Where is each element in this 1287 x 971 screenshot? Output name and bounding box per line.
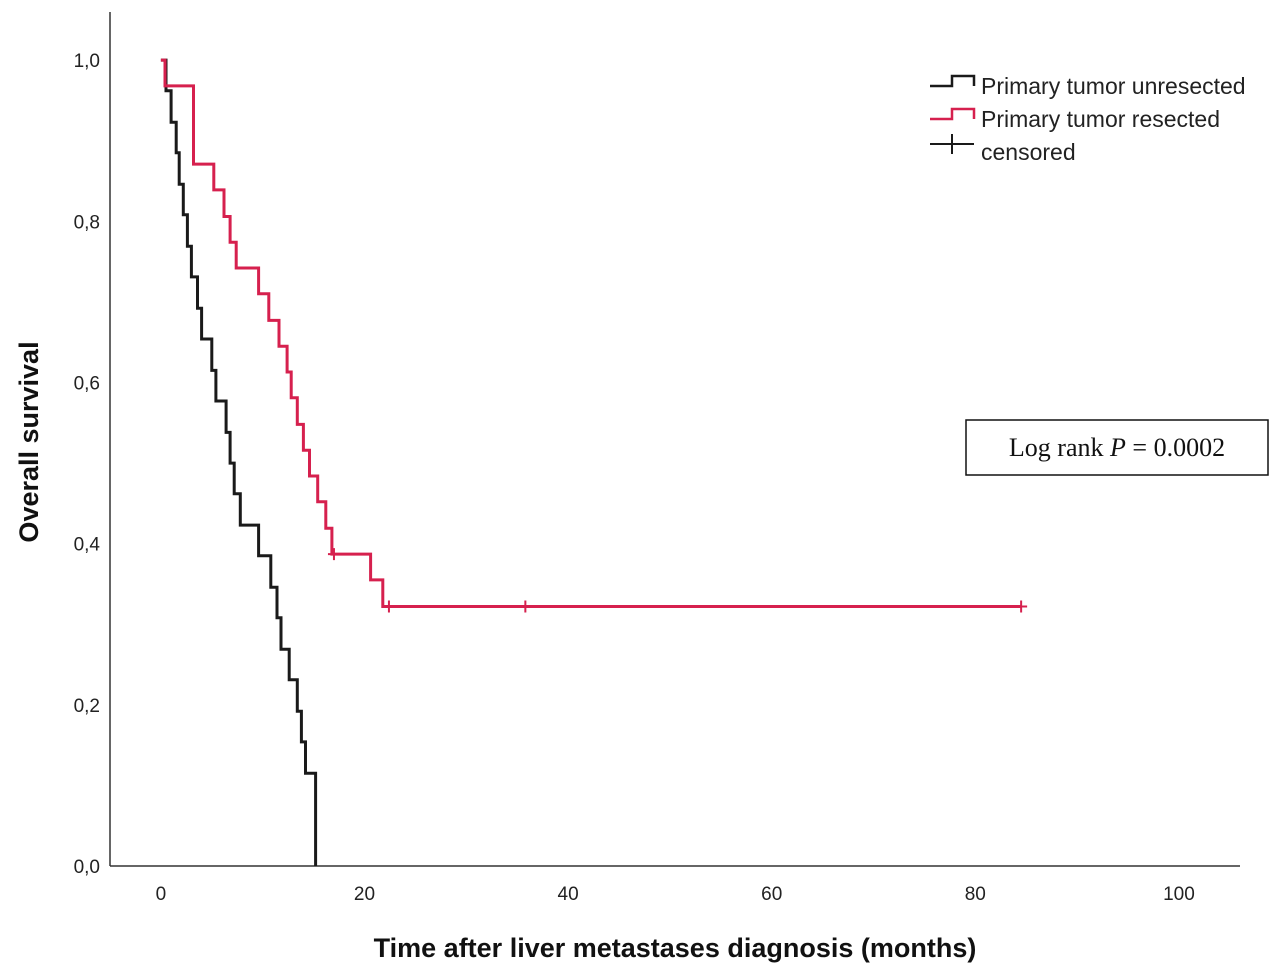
x-tick-label: 60 bbox=[761, 884, 782, 905]
series-2 bbox=[160, 58, 1028, 613]
x-tick-label: 20 bbox=[354, 884, 375, 905]
y-tick-label: 1,0 bbox=[74, 51, 100, 72]
legend-step-symbol bbox=[930, 74, 976, 88]
y-axis-title: Overall survival bbox=[14, 341, 44, 542]
legend-label: Primary tumor unresected bbox=[981, 73, 1246, 99]
x-tick-label: 80 bbox=[965, 884, 986, 905]
legend-item: Primary tumor unresected bbox=[930, 73, 1246, 99]
censor-mark bbox=[382, 600, 395, 613]
series-layer bbox=[160, 58, 1028, 866]
x-tick-label: 40 bbox=[558, 884, 579, 905]
censor-mark bbox=[1015, 600, 1028, 613]
legend-step-symbol bbox=[930, 107, 976, 121]
survival-curve bbox=[160, 58, 1022, 608]
y-ticks: 0,0 0,2 0,4 0,6 0,8 1,0 bbox=[74, 51, 101, 878]
legend-censor-symbol bbox=[930, 134, 974, 154]
x-tick-label: 0 bbox=[156, 884, 167, 905]
y-tick-label: 0,8 bbox=[74, 212, 100, 233]
legend-label: Primary tumor resected bbox=[981, 106, 1220, 132]
y-tick-label: 0,4 bbox=[74, 535, 101, 556]
y-tick-label: 0,0 bbox=[74, 857, 100, 878]
x-tick-label: 100 bbox=[1163, 884, 1195, 905]
x-axis-title: Time after liver metastases diagnosis (m… bbox=[374, 933, 977, 963]
annotation-suffix: = 0.0002 bbox=[1126, 433, 1225, 462]
annotation-box bbox=[965, 419, 1269, 476]
axes bbox=[109, 12, 1240, 867]
annotation-text: Log rank P = 0.0002 bbox=[1009, 433, 1225, 462]
censor-mark bbox=[327, 548, 340, 561]
censor-mark bbox=[519, 600, 532, 613]
y-tick-label: 0,6 bbox=[74, 373, 100, 394]
log-rank-annotation: Log rank P = 0.0002 bbox=[965, 419, 1269, 476]
legend: Primary tumor unresected Primary tumor re… bbox=[930, 73, 1246, 165]
y-tick-label: 0,2 bbox=[74, 696, 100, 717]
legend-label: censored bbox=[981, 139, 1076, 165]
annotation-prefix: Log rank bbox=[1009, 433, 1110, 462]
legend-item: Primary tumor resected bbox=[930, 106, 1220, 132]
survival-curve bbox=[160, 58, 318, 866]
series-1 bbox=[160, 58, 318, 866]
x-ticks: 0 20 40 60 80 100 bbox=[156, 884, 1195, 905]
annotation-p: P bbox=[1109, 433, 1126, 462]
legend-item: censored bbox=[930, 134, 1076, 165]
